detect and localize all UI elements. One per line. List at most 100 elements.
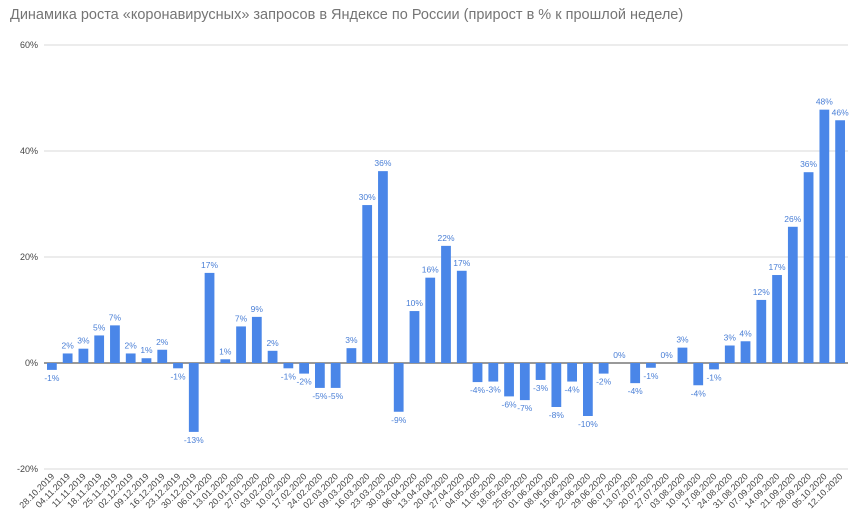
bar — [630, 363, 641, 384]
y-tick-label: -20% — [17, 464, 38, 474]
data-label: 48% — [816, 97, 833, 107]
bar — [94, 335, 105, 363]
data-label: -1% — [44, 373, 60, 383]
bar — [267, 350, 278, 363]
bar — [393, 363, 404, 412]
data-label: -4% — [628, 386, 644, 396]
data-label: 10% — [406, 298, 423, 308]
data-label: -10% — [578, 419, 598, 429]
data-label: 36% — [374, 158, 391, 168]
bar — [724, 345, 735, 363]
data-label: 46% — [832, 107, 849, 117]
y-tick-label: 60% — [20, 40, 38, 50]
data-label: -9% — [391, 415, 407, 425]
data-label: -4% — [565, 385, 581, 395]
data-label: 0% — [613, 350, 626, 360]
bar — [330, 363, 341, 388]
data-label: -5% — [312, 391, 328, 401]
bar — [598, 363, 609, 374]
y-tick-label: 40% — [20, 146, 38, 156]
bar — [236, 326, 246, 363]
bar — [409, 311, 420, 363]
bar — [188, 363, 199, 432]
data-label: 9% — [251, 304, 264, 314]
y-tick-label: 20% — [20, 252, 38, 262]
y-tick-label: 0% — [25, 358, 38, 368]
bar — [803, 172, 814, 363]
bar — [425, 277, 436, 363]
bar — [299, 363, 309, 374]
data-label: -1% — [643, 371, 659, 381]
data-label: 2% — [62, 340, 75, 350]
data-label: -1% — [170, 371, 186, 381]
bar — [125, 353, 136, 363]
bar — [441, 245, 451, 363]
data-label: 3% — [77, 336, 90, 346]
bar — [756, 299, 767, 363]
data-label: -3% — [486, 385, 502, 395]
bar — [787, 226, 798, 363]
data-label: 17% — [453, 258, 470, 268]
data-label: 0% — [661, 350, 674, 360]
bar — [173, 363, 183, 369]
data-label: 22% — [437, 233, 454, 243]
data-label: -3% — [533, 383, 549, 393]
data-label: 1% — [140, 345, 153, 355]
data-label: -1% — [281, 371, 297, 381]
data-label: 17% — [769, 262, 786, 272]
data-label: 17% — [201, 260, 218, 270]
bar — [141, 358, 152, 363]
bar — [835, 120, 845, 363]
bar — [677, 347, 688, 363]
bar — [472, 363, 483, 383]
bar — [78, 348, 89, 363]
bar — [283, 363, 294, 369]
data-label: -5% — [328, 391, 344, 401]
data-label: 16% — [422, 265, 439, 275]
data-label: -6% — [501, 399, 517, 409]
bar — [567, 363, 577, 382]
data-label: 7% — [235, 313, 248, 323]
data-label: 7% — [109, 312, 122, 322]
chart-title: Динамика роста «коронавирусных» запросов… — [10, 7, 684, 23]
data-label: 5% — [93, 322, 106, 332]
data-label: -2% — [596, 377, 612, 387]
data-label: -4% — [691, 388, 707, 398]
bar — [535, 363, 546, 380]
bar — [47, 363, 57, 370]
data-label: 36% — [800, 159, 817, 169]
data-label: 2% — [266, 338, 279, 348]
bar — [378, 171, 388, 363]
bar — [62, 353, 73, 363]
bar — [204, 272, 215, 363]
bar — [693, 363, 704, 386]
bar — [519, 363, 530, 401]
data-label: -13% — [184, 435, 204, 445]
data-label: -4% — [470, 385, 486, 395]
bar — [740, 341, 751, 363]
bar — [583, 363, 593, 416]
data-label: 3% — [724, 333, 737, 343]
data-label: -7% — [517, 403, 533, 413]
bar — [220, 359, 231, 363]
data-label: -8% — [549, 410, 565, 420]
bar — [709, 363, 719, 370]
data-label: -1% — [706, 372, 722, 382]
data-label: 12% — [753, 287, 770, 297]
bar — [819, 109, 830, 363]
bar — [646, 363, 656, 368]
bar — [504, 363, 514, 397]
bar — [456, 270, 467, 363]
bar — [346, 348, 357, 363]
bar — [251, 316, 262, 363]
bar — [488, 363, 499, 382]
bar — [315, 363, 325, 388]
data-label: -2% — [297, 377, 313, 387]
data-label: 2% — [125, 340, 138, 350]
data-label: 1% — [219, 346, 232, 356]
data-label: 30% — [359, 192, 376, 202]
bar — [362, 205, 373, 363]
data-label: 26% — [784, 214, 801, 224]
